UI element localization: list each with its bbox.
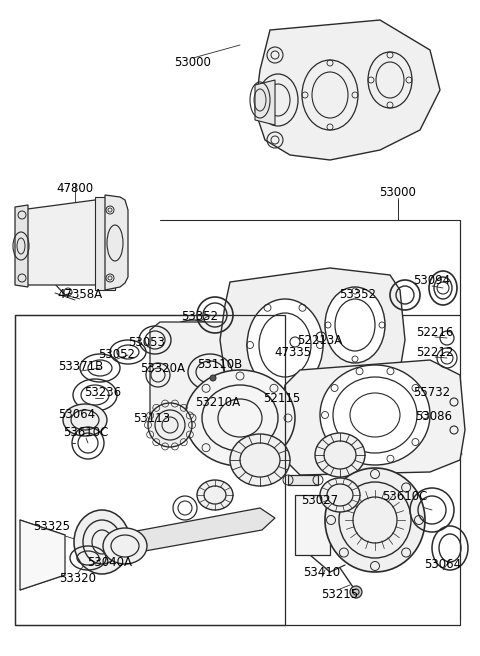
Bar — [15, 315, 285, 625]
Polygon shape — [20, 520, 65, 590]
Ellipse shape — [197, 480, 233, 510]
Text: 53000: 53000 — [175, 56, 211, 70]
Text: 53000: 53000 — [380, 186, 417, 199]
Text: 53210A: 53210A — [195, 396, 240, 409]
Ellipse shape — [320, 365, 430, 465]
Polygon shape — [150, 322, 238, 422]
Text: 53320A: 53320A — [141, 363, 185, 375]
Text: 47358A: 47358A — [58, 287, 103, 300]
Text: 53352: 53352 — [339, 289, 376, 302]
Ellipse shape — [230, 434, 290, 486]
Text: 47335: 47335 — [275, 346, 312, 359]
Ellipse shape — [247, 299, 323, 391]
Text: 53052: 53052 — [98, 348, 135, 361]
Text: 53610C: 53610C — [63, 426, 108, 440]
Text: 47800: 47800 — [57, 182, 94, 194]
Text: 55732: 55732 — [413, 386, 451, 400]
Text: 53086: 53086 — [416, 409, 453, 422]
Ellipse shape — [325, 468, 425, 572]
Text: 52115: 52115 — [264, 392, 300, 405]
Ellipse shape — [151, 320, 235, 420]
Polygon shape — [255, 20, 440, 160]
Polygon shape — [20, 200, 105, 285]
Polygon shape — [282, 360, 465, 475]
Text: 53040A: 53040A — [87, 556, 132, 569]
Ellipse shape — [103, 528, 147, 564]
Circle shape — [350, 586, 362, 598]
Text: 53110B: 53110B — [197, 358, 242, 371]
Polygon shape — [220, 268, 405, 400]
Text: 53094: 53094 — [413, 274, 451, 287]
Circle shape — [148, 403, 192, 447]
Polygon shape — [115, 508, 275, 556]
Ellipse shape — [185, 370, 295, 466]
Text: 53064: 53064 — [59, 409, 96, 422]
Ellipse shape — [325, 287, 385, 363]
Text: 53410: 53410 — [303, 565, 341, 579]
Text: 53352: 53352 — [181, 310, 218, 323]
Text: 53027: 53027 — [301, 493, 338, 506]
Circle shape — [210, 375, 216, 381]
Polygon shape — [95, 197, 115, 290]
Text: 52216: 52216 — [416, 325, 454, 338]
Text: 53053: 53053 — [129, 335, 166, 348]
Ellipse shape — [315, 433, 365, 477]
Text: 53113: 53113 — [133, 411, 170, 424]
Text: 53215: 53215 — [322, 588, 359, 600]
Text: 53064: 53064 — [424, 558, 462, 571]
Ellipse shape — [63, 404, 107, 436]
Text: 53320: 53320 — [60, 571, 96, 584]
Text: 53325: 53325 — [34, 520, 71, 533]
Text: 52213A: 52213A — [298, 333, 343, 346]
Text: 52212: 52212 — [416, 346, 454, 358]
Polygon shape — [255, 80, 275, 125]
Text: 53371B: 53371B — [59, 359, 104, 373]
Text: 53236: 53236 — [84, 386, 121, 400]
Ellipse shape — [320, 478, 360, 512]
Polygon shape — [105, 195, 128, 290]
Bar — [288, 475, 318, 485]
Polygon shape — [295, 495, 330, 555]
Ellipse shape — [74, 510, 130, 574]
Text: 53610C: 53610C — [382, 491, 428, 504]
Polygon shape — [15, 205, 28, 287]
